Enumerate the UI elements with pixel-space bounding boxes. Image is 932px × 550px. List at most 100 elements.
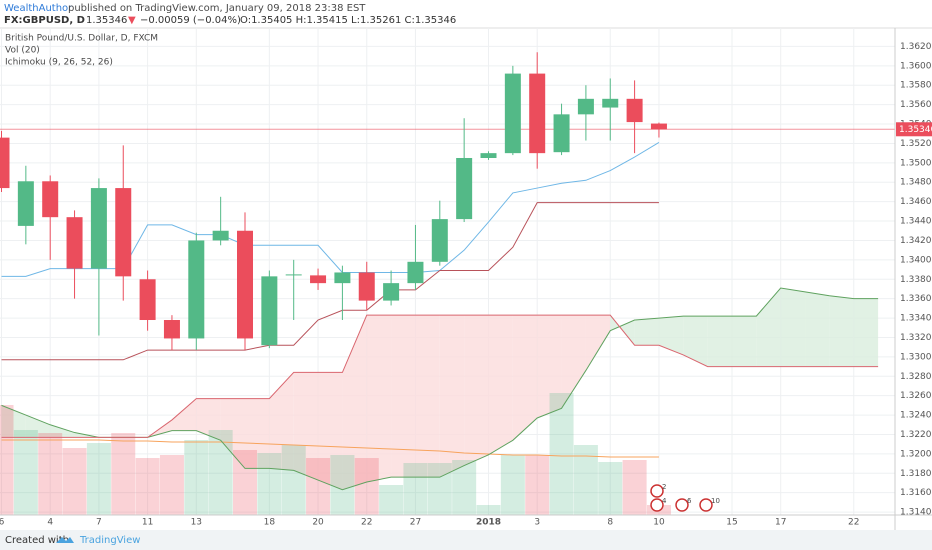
- volume-bar: [0, 405, 14, 515]
- y-tick-label: 1.32000: [900, 449, 932, 459]
- cloud: [439, 315, 465, 478]
- candle-body: [504, 73, 521, 154]
- x-tick-label: 6: [0, 518, 5, 528]
- author[interactable]: WealthAuthor: [4, 3, 73, 14]
- y-tick-label: 1.36000: [900, 61, 932, 71]
- volume-bar: [281, 445, 306, 515]
- span-b: [1, 314, 879, 438]
- y-tick-label: 1.31400: [900, 508, 932, 518]
- candle-body: [310, 275, 327, 284]
- volume-bar: [476, 505, 501, 515]
- brand-icon: [56, 537, 74, 543]
- volume-bar: [306, 458, 331, 515]
- volume-bar: [135, 458, 160, 515]
- x-tick-label: 20: [312, 518, 324, 528]
- y-tick-label: 1.31600: [900, 488, 932, 498]
- candle-body: [90, 188, 107, 269]
- candle-body: [188, 240, 205, 339]
- y-tick-label: 1.35800: [900, 81, 932, 91]
- cloud: [1, 405, 26, 438]
- candle-body: [334, 272, 351, 284]
- ohlc: O:1.35405 H:1.35415 L:1.35261 C:1.35346: [240, 15, 456, 26]
- volume-bar: [427, 463, 452, 515]
- y-tick-label: 1.35600: [900, 100, 932, 110]
- footer-brand[interactable]: TradingView: [79, 535, 140, 546]
- candle-body: [163, 320, 180, 339]
- volume-bar: [184, 440, 209, 515]
- candle-body: [407, 261, 424, 284]
- candle-body: [529, 73, 546, 154]
- event-flag: [675, 498, 689, 512]
- volume-bar: [622, 460, 647, 515]
- y-tick-label: 1.34600: [900, 197, 932, 207]
- x-tick-label: 17: [775, 518, 786, 528]
- x-tick-label: 13: [191, 518, 202, 528]
- cloud: [707, 316, 732, 367]
- x-tick-label: 27: [410, 518, 421, 528]
- y-tick-label: 1.34400: [900, 217, 932, 227]
- cloud: [196, 398, 221, 441]
- candle-body: [650, 123, 667, 130]
- candle-body: [139, 279, 156, 321]
- candle-body: [358, 272, 375, 301]
- header-bg: [0, 0, 932, 28]
- conversion-line: [1, 142, 660, 277]
- cloud: [512, 315, 538, 441]
- y-tick-label: 1.32400: [900, 411, 932, 421]
- base-line: [1, 202, 659, 361]
- candle-body: [602, 98, 619, 108]
- y-tick-label: 1.34800: [900, 178, 932, 188]
- x-tick-label: 15: [726, 518, 737, 528]
- cloud: [756, 287, 781, 367]
- y-tick-label: 1.32600: [900, 391, 932, 401]
- y-tick-label: 1.32800: [900, 372, 932, 382]
- legend-symbol: British Pound/U.S. Dollar, D, FXCM: [5, 34, 158, 44]
- volume-ma: [1, 439, 659, 458]
- cloud: [171, 398, 197, 431]
- cloud: [25, 415, 51, 438]
- volume-bar: [549, 393, 574, 515]
- y-tick-label: 1.35000: [900, 158, 932, 168]
- candle-body: [456, 157, 473, 220]
- legend-ichimoku: Ichimoku (9, 26, 52, 26): [5, 58, 113, 68]
- event-flag: [650, 498, 664, 512]
- event-flag: [650, 484, 664, 498]
- plot: [0, 28, 895, 515]
- candle-body: [626, 98, 643, 123]
- change: −0.00059 (−0.04%): [140, 15, 241, 26]
- cloud: [293, 372, 319, 481]
- cloud: [245, 398, 270, 469]
- price: 1.35346: [86, 15, 127, 26]
- price-tag: [896, 122, 932, 137]
- cloud: [391, 315, 416, 478]
- cloud: [683, 316, 708, 367]
- x-tick-label: 18: [264, 518, 276, 528]
- y-tick-label: 1.31800: [900, 469, 932, 479]
- candle-body: [480, 153, 497, 158]
- volume-bar: [159, 455, 184, 515]
- cloud: [415, 315, 440, 478]
- y-tick-label: 1.33600: [900, 294, 932, 304]
- cloud: [50, 424, 75, 438]
- candle-body: [237, 230, 253, 339]
- x-tick-label: 10: [653, 518, 665, 528]
- cloud: [658, 316, 684, 355]
- cloud: [585, 315, 611, 371]
- cloud: [318, 372, 343, 490]
- price-tag-label: 1.35346: [899, 125, 932, 135]
- y-tick-label: 1.34000: [900, 255, 932, 265]
- x-tick-label: 8: [607, 518, 613, 528]
- candle-body: [431, 219, 448, 262]
- direction: ▼: [128, 15, 136, 26]
- cloud: [853, 298, 879, 367]
- legend-vol: Vol (20): [5, 46, 40, 56]
- candle-body: [577, 98, 594, 115]
- volume-bar: [500, 455, 525, 515]
- volume-bar: [598, 462, 623, 515]
- cloud: [805, 291, 830, 367]
- y-tick-label: 1.33200: [900, 333, 932, 343]
- y-tick-label: 1.36200: [900, 42, 932, 52]
- volume-bar: [13, 430, 38, 515]
- cloud: [220, 398, 245, 469]
